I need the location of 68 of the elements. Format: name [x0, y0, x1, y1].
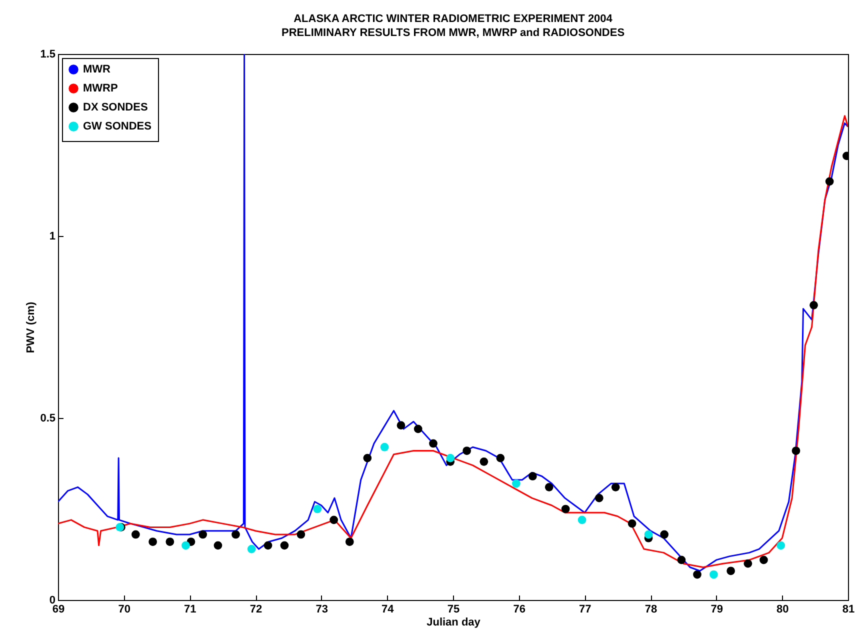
point	[480, 458, 488, 466]
x-tick-label: 78	[644, 604, 658, 616]
point	[677, 556, 686, 564]
point	[578, 516, 586, 524]
point	[280, 541, 289, 550]
chart-title: ALASKA ARCTIC WINTER RADIOMETRIC EXPERIMENT 2004	[294, 13, 614, 25]
point	[396, 421, 406, 430]
point	[446, 454, 455, 462]
point	[744, 559, 752, 568]
legend-label: GW SONDES	[83, 120, 152, 132]
point	[247, 544, 256, 554]
point	[462, 446, 472, 455]
point	[148, 538, 157, 546]
y-tick-label: 1.5	[40, 48, 56, 60]
x-tick-label: 75	[447, 604, 460, 616]
point	[214, 541, 222, 550]
legend-label: MWR	[83, 64, 111, 76]
point	[232, 530, 240, 539]
point	[792, 446, 800, 455]
point	[496, 454, 505, 462]
y-axis-title: PWV (cm)	[25, 302, 38, 354]
x-tick-label: 77	[579, 604, 592, 616]
x-tick-label: 80	[776, 604, 789, 616]
point	[198, 530, 208, 539]
x-tick-label: 69	[52, 604, 65, 616]
point	[363, 454, 372, 462]
point	[264, 541, 272, 550]
point	[330, 516, 338, 524]
legend-label: MWRP	[83, 82, 118, 94]
point	[594, 494, 604, 502]
legend-label: DX SONDES	[83, 102, 148, 114]
point	[726, 566, 735, 576]
point	[528, 472, 537, 480]
point	[414, 424, 422, 434]
point	[660, 530, 669, 539]
point	[313, 504, 322, 514]
point	[512, 479, 520, 488]
point	[561, 504, 570, 514]
x-tick-label: 72	[250, 604, 262, 616]
point	[825, 177, 834, 186]
point	[776, 541, 786, 550]
point	[429, 439, 438, 448]
point	[628, 519, 636, 528]
y-tick-label: 0	[49, 594, 56, 606]
point	[544, 482, 554, 492]
y-tick-label: 1	[49, 230, 56, 242]
point	[644, 530, 653, 539]
point	[182, 541, 190, 550]
x-tick-label: 71	[184, 604, 196, 616]
x-tick-label: 73	[316, 604, 328, 616]
point	[760, 556, 768, 564]
point	[132, 530, 140, 539]
point	[810, 300, 818, 310]
y-tick-label: 0.5	[40, 412, 56, 424]
x-tick-label: 81	[842, 604, 855, 616]
x-tick-label: 79	[710, 604, 723, 616]
chart-subtitle: PRELIMINARY RESULTS FROM MWR, MWRP and RADIOSONDES	[281, 27, 625, 39]
point	[380, 442, 389, 452]
point	[296, 530, 306, 539]
x-axis-title: Julian day	[426, 616, 482, 628]
point	[166, 538, 174, 546]
point	[693, 570, 702, 579]
point	[345, 538, 354, 546]
x-tick-label: 74	[382, 604, 395, 616]
x-tick-label: 70	[118, 604, 130, 616]
point	[611, 482, 620, 492]
point	[710, 570, 718, 579]
x-tick-label: 76	[513, 604, 526, 616]
